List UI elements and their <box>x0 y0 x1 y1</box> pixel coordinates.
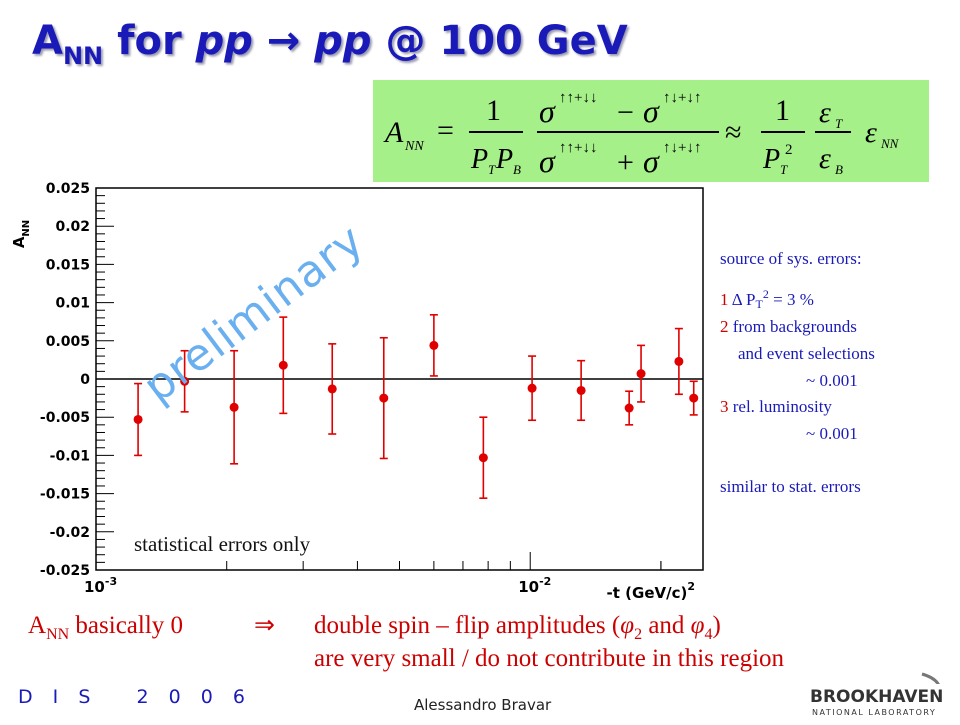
concl-a: A <box>28 612 47 639</box>
sys-item-2c: ~ 0.001 <box>806 370 858 390</box>
title-pp2: pp <box>314 18 372 64</box>
implies-icon: ⇒ <box>254 612 275 639</box>
formula-updown-1: ↑↓+↓↑ <box>663 90 701 106</box>
formula-pb: P <box>495 144 513 175</box>
formula-lhs: A <box>383 116 404 149</box>
formula-eps-t: ε <box>819 96 831 129</box>
data-point <box>527 383 537 393</box>
author-label: Alessandro Bravar <box>414 696 552 714</box>
sys-item-2b: and event selections <box>738 343 875 363</box>
x-tick-label: 10-2 <box>518 575 551 596</box>
logo-line2: NATIONAL LABORATORY <box>812 708 936 717</box>
title-energy: @ 100 GeV <box>371 18 628 64</box>
brookhaven-logo: BROOKHAVEN NATIONAL LABORATORY <box>804 672 960 720</box>
stat-errors-annotation: statistical errors only <box>130 532 315 557</box>
sys-item-3b: ~ 0.001 <box>806 424 858 444</box>
sys-item-1: 1 Δ PT2 = 3 % <box>720 286 814 311</box>
y-tick-label: 0.02 <box>55 219 90 235</box>
sys-item-2: 2 from backgrounds <box>720 316 857 336</box>
formula-eps-b-sub: B <box>835 162 843 177</box>
conclusion: ANN basically 0 ⇒ double spin – flip amp… <box>28 610 784 672</box>
concl-basically: basically 0 <box>69 612 184 639</box>
formula-eps-t-sub: T <box>835 116 843 131</box>
formula-upup-1: ↑↑+↓↓ <box>559 90 597 106</box>
sys-footer: similar to stat. errors <box>720 477 861 497</box>
conference-label: D I S 2 0 0 6 <box>18 686 252 708</box>
formula-minus: − <box>617 96 634 129</box>
formula-pt2-sub: T <box>780 162 788 177</box>
formula-upup-2: ↑↑+↓↓ <box>559 140 597 156</box>
title-a: A <box>32 18 63 64</box>
data-point <box>674 356 684 366</box>
y-tick-label: 0.015 <box>46 257 90 273</box>
y-tick-label: -0.025 <box>40 563 90 579</box>
concl-sub: NN <box>46 626 70 643</box>
data-point <box>576 385 586 395</box>
data-point <box>636 369 646 379</box>
formula-updown-2: ↑↓+↓↑ <box>663 140 701 156</box>
data-point <box>327 384 337 394</box>
formula-sigma-1: σ <box>539 93 556 129</box>
concl-line2: are very small / do not contribute in th… <box>314 645 785 672</box>
logo-line1: BROOKHAVEN <box>810 687 943 707</box>
formula-sigma-4: σ <box>643 143 660 179</box>
formula-pt2: P <box>762 144 780 175</box>
title-for: for <box>103 18 196 64</box>
data-point <box>624 403 634 413</box>
formula-pt2-sup: 2 <box>785 142 793 158</box>
formula-equals: = <box>437 114 454 147</box>
data-point <box>379 393 389 403</box>
data-point <box>429 340 439 350</box>
y-tick-label: 0 <box>80 372 90 388</box>
formula-eps-b: ε <box>819 142 831 175</box>
formula-approx: ≈ <box>725 116 741 149</box>
formula-one-2: 1 <box>775 94 790 127</box>
chart-container: -0.025 -0.02 -0.015 -0.01 -0.005 0 0.005 0.01 0.… <box>0 170 720 610</box>
y-tick-label: 0.01 <box>55 296 90 312</box>
x-axis-label: -t (GeV/c)2 <box>607 580 695 602</box>
chart-svg: -0.025 -0.02 -0.015 -0.01 -0.005 0 0.005 0.01 0.… <box>10 181 704 602</box>
formula-eps-nn-sub: NN <box>880 136 900 151</box>
data-point <box>133 414 143 424</box>
formula-box: A NN = 1 P T P B σ ↑↑+↓↓ − σ ↑↓+↓↑ σ ↑↑+… <box>373 80 929 182</box>
title-sub: NN <box>62 42 104 70</box>
x-tick-label: 10-3 <box>84 575 117 596</box>
formula-eps-nn: ε <box>865 116 877 149</box>
formula-pt: P <box>470 144 488 175</box>
title-pp1: pp <box>195 18 253 64</box>
data-point <box>278 360 288 370</box>
formula-sigma-2: σ <box>643 93 660 129</box>
y-axis-label: ANN <box>10 220 32 248</box>
y-tick-label: -0.005 <box>40 410 90 426</box>
concl-line1: double spin – flip amplitudes (φ2 and φ4… <box>314 612 721 643</box>
brookhaven-logo-svg: BROOKHAVEN NATIONAL LABORATORY <box>808 672 958 717</box>
y-tick-label: 0.025 <box>46 181 90 197</box>
formula-sigma-3: σ <box>539 143 556 179</box>
data-point <box>689 393 699 403</box>
formula-pt-sub: T <box>488 162 496 177</box>
y-tick-label: -0.015 <box>40 487 90 503</box>
formula-pb-sub: B <box>513 162 521 177</box>
page-title: ANN for pp → pp @ 100 GeV <box>32 18 628 70</box>
formula-one-1: 1 <box>486 94 501 127</box>
formula-svg: A NN = 1 P T P B σ ↑↑+↓↓ − σ ↑↓+↓↑ σ ↑↑+… <box>383 90 900 179</box>
formula-plus: + <box>617 146 634 179</box>
data-point <box>229 402 239 412</box>
y-tick-label: 0.005 <box>46 334 90 350</box>
formula-lhs-sub: NN <box>404 139 424 154</box>
y-tick-label: -0.01 <box>50 448 90 464</box>
sys-item-3: 3 rel. luminosity <box>720 397 832 417</box>
data-point <box>478 453 488 463</box>
title-arrow: → <box>252 18 315 64</box>
sys-heading: source of sys. errors: <box>720 249 862 268</box>
y-tick-label: -0.02 <box>50 525 90 541</box>
data-point <box>180 376 190 386</box>
sys-errors-panel: source of sys. errors: 1 Δ PT2 = 3 % 2 f… <box>720 246 950 501</box>
